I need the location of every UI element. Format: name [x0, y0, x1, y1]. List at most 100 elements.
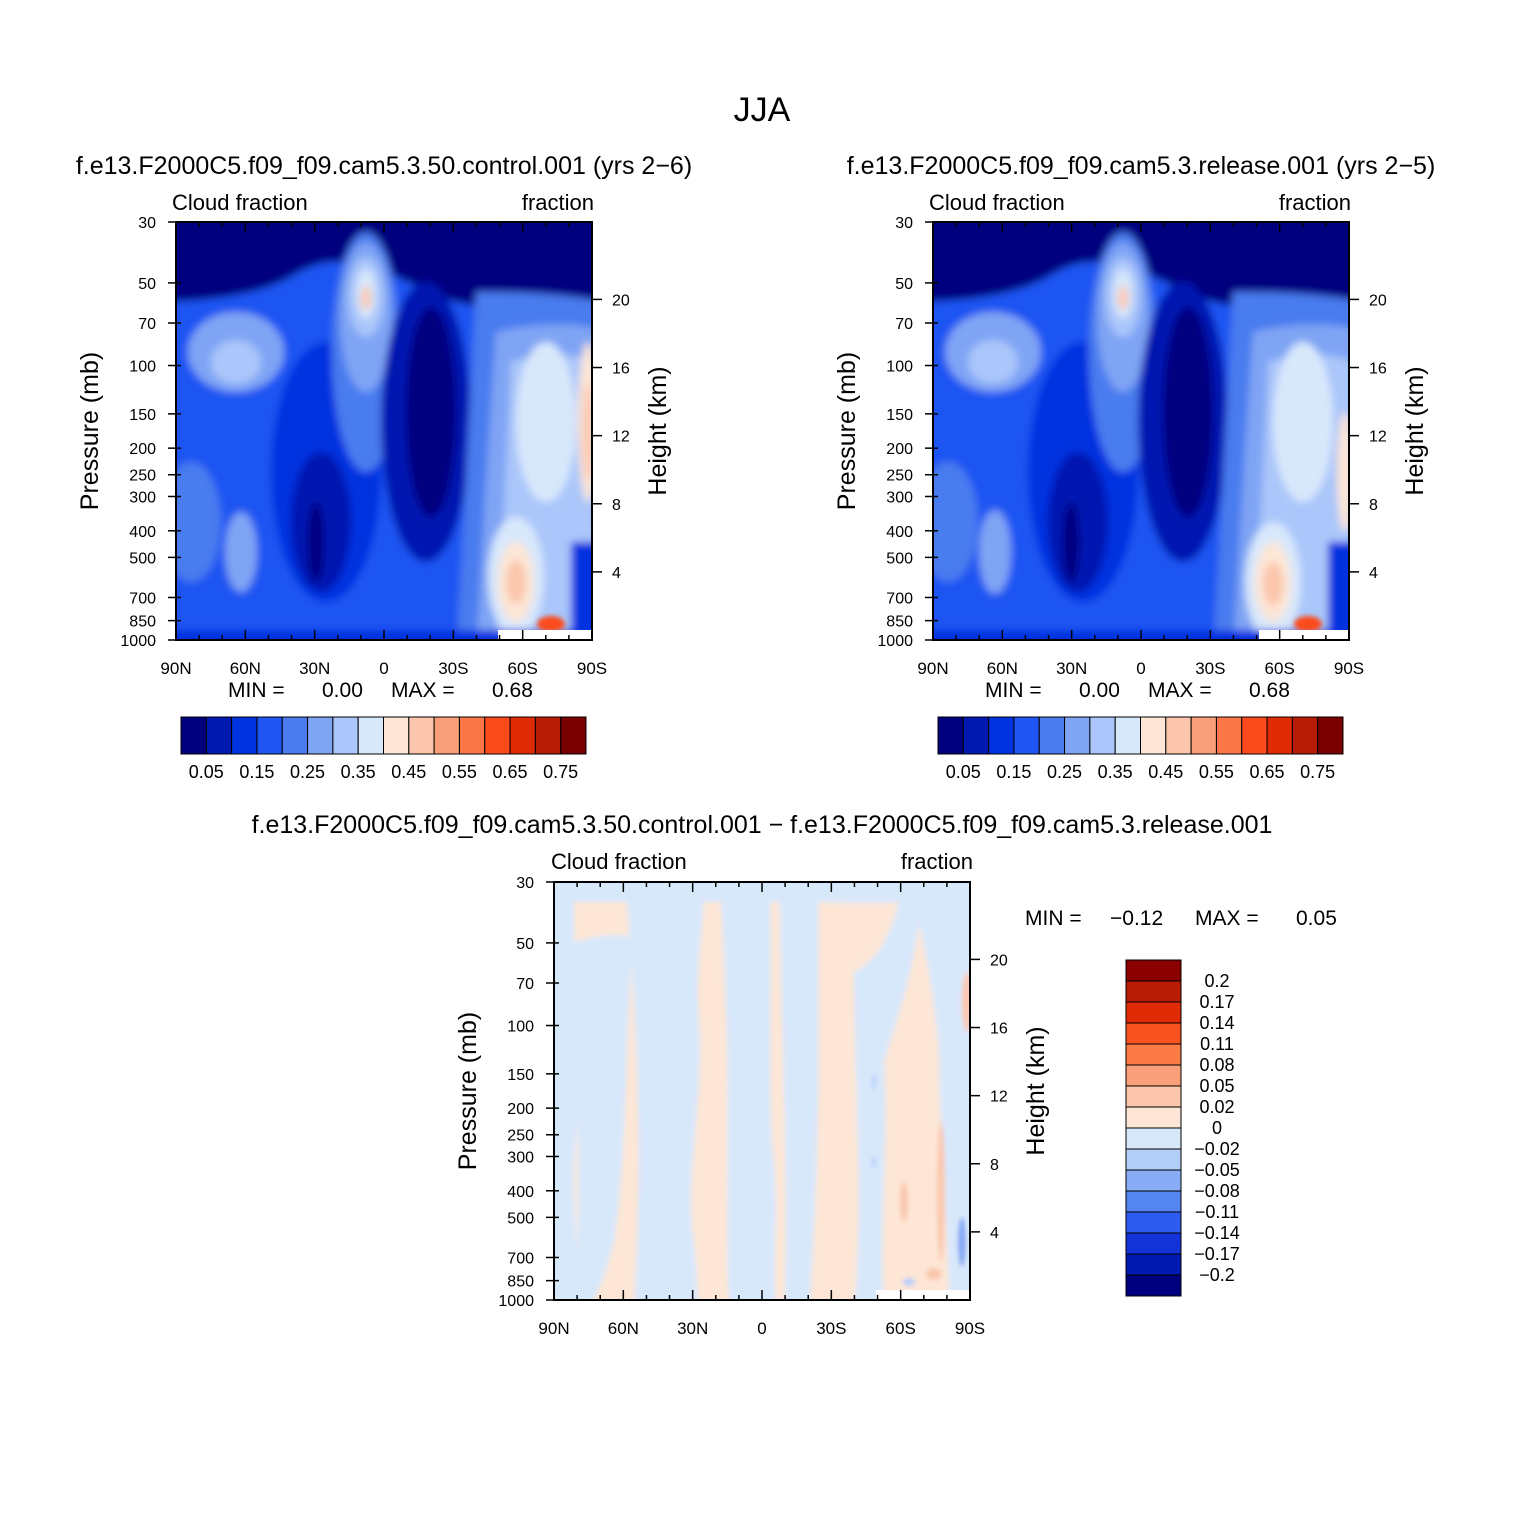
- colorbar-label: 0.65: [1250, 762, 1285, 782]
- colorbar-box: [433, 716, 460, 755]
- y2-tick-label: 8: [1369, 497, 1378, 514]
- y2-tick-label: 4: [612, 565, 621, 582]
- y-tick-label: 250: [886, 468, 913, 485]
- colorbar-label: 0.45: [391, 762, 426, 782]
- left-string: Cloud fraction: [172, 190, 308, 215]
- x-tick-label: 0: [1136, 659, 1145, 678]
- y-tick-label: 300: [886, 489, 913, 506]
- colorbar-label: 0.75: [543, 762, 578, 782]
- colorbar-box: [1125, 1127, 1182, 1150]
- x-tick-label: 90N: [160, 659, 191, 678]
- y-tick-label: 150: [129, 407, 156, 424]
- y-tick-label: 850: [129, 614, 156, 631]
- y-tick-label: 30: [516, 875, 534, 892]
- colorbar-box: [1064, 716, 1091, 755]
- colorbar-box: [1125, 1064, 1182, 1087]
- y-axis: 30 50 70 100 150 200 250 300 400 500 700 850 1000: [498, 875, 559, 1310]
- y-tick-label: 70: [138, 316, 156, 333]
- colorbar-label: 0.35: [1098, 762, 1133, 782]
- x-tick-label: 90S: [577, 659, 607, 678]
- y-tick-label: 50: [138, 276, 156, 293]
- panel-difference: f.e13.F2000C5.f09_f09.cam5.3.50.control.…: [252, 811, 1337, 1338]
- colorbar-label: 0: [1212, 1118, 1222, 1138]
- left-string: Cloud fraction: [929, 190, 1065, 215]
- colorbar-box: [1013, 716, 1040, 755]
- y-tick-label: 250: [507, 1128, 534, 1145]
- y-tick-label: 400: [886, 524, 913, 541]
- x-tick-label: 60N: [987, 659, 1018, 678]
- colorbar-label: −0.14: [1194, 1223, 1240, 1243]
- y-tick-label: 1000: [120, 633, 156, 650]
- x-tick-label: 90S: [955, 1319, 985, 1338]
- colorbar-label: 0.05: [189, 762, 224, 782]
- x-tick-label: 60N: [230, 659, 261, 678]
- colorbar-box: [937, 716, 964, 755]
- max-value: 0.68: [1249, 679, 1290, 702]
- colorbar-label: −0.08: [1194, 1181, 1240, 1201]
- colorbar-box: [1125, 1274, 1182, 1297]
- figure-title: JJA: [734, 91, 791, 129]
- x-tick-label: 60S: [1265, 659, 1295, 678]
- y2-tick-label: 16: [612, 361, 630, 378]
- y2-axis-label: Height (km): [1022, 1026, 1050, 1155]
- colorbar-box: [307, 716, 334, 755]
- y-tick-label: 30: [895, 215, 913, 232]
- colorbar-box: [1125, 1253, 1182, 1276]
- y-tick-label: 700: [507, 1250, 534, 1267]
- y2-axis-label: Height (km): [644, 366, 672, 495]
- colorbar: 0.05 0.15 0.25 0.35 0.45 0.55 0.65 0.75: [937, 716, 1344, 782]
- colorbar-box: [1190, 716, 1217, 755]
- colorbar-box: [1125, 1211, 1182, 1234]
- min-value: 0.00: [1079, 679, 1120, 702]
- x-tick-label: 60N: [608, 1319, 639, 1338]
- x-tick-label: 30N: [299, 659, 330, 678]
- colorbar-box: [1038, 716, 1066, 755]
- x-axis: 90N 60N 30N 0 30S 60S 90S: [160, 222, 607, 678]
- colorbar-box: [256, 716, 283, 755]
- min-label: MIN =: [985, 679, 1042, 702]
- contour-field: [554, 882, 970, 1300]
- colorbar-box: [205, 716, 233, 755]
- y2-tick-label: 16: [990, 1021, 1008, 1038]
- y2-axis: 20 16 12 8 4: [1349, 292, 1387, 582]
- y-tick-label: 1000: [498, 1293, 534, 1310]
- y-tick-label: 200: [129, 441, 156, 458]
- y-tick-label: 70: [516, 976, 534, 993]
- colorbar-box: [1241, 716, 1268, 755]
- colorbar-label: 0.14: [1199, 1013, 1234, 1033]
- x-tick-label: 30S: [1195, 659, 1225, 678]
- colorbar-label: 0.55: [442, 762, 477, 782]
- colorbar-label: −0.2: [1199, 1265, 1235, 1285]
- max-value: 0.05: [1296, 907, 1337, 930]
- colorbar-vertical: 0.20.170.140.110.080.050.020−0.02−0.05−0…: [1125, 959, 1240, 1297]
- right-string: fraction: [901, 849, 973, 874]
- y-tick-label: 700: [886, 590, 913, 607]
- min-value: 0.00: [322, 679, 363, 702]
- y-tick-label: 850: [886, 614, 913, 631]
- y2-tick-label: 8: [612, 497, 621, 514]
- colorbar-box: [1266, 716, 1293, 755]
- colorbar-label: 0.15: [239, 762, 274, 782]
- y-tick-label: 150: [507, 1067, 534, 1084]
- y-tick-label: 500: [886, 550, 913, 567]
- y-tick-label: 50: [516, 936, 534, 953]
- y-tick-label: 300: [129, 489, 156, 506]
- colorbar-label: 0.11: [1200, 1034, 1234, 1054]
- y2-tick-label: 20: [1369, 292, 1387, 309]
- colorbar-label: −0.02: [1194, 1139, 1240, 1159]
- x-axis: 90N 60N 30N 0 30S 60S 90S: [917, 222, 1364, 678]
- colorbar-box: [484, 716, 511, 755]
- y-tick-label: 300: [507, 1149, 534, 1166]
- colorbar-box: [1125, 1148, 1182, 1171]
- panel-release: f.e13.F2000C5.f09_f09.cam5.3.release.001…: [833, 152, 1435, 782]
- x-tick-label: 30N: [1056, 659, 1087, 678]
- y-axis: 30 50 70 100 150 200 250 300 400 500 700 850 1000: [120, 215, 181, 650]
- colorbar-box: [1140, 716, 1167, 755]
- x-tick-label: 90S: [1334, 659, 1364, 678]
- min-value: −0.12: [1110, 907, 1163, 930]
- x-axis: 90N 60N 30N 0 30S 60S 90S: [538, 882, 985, 1338]
- max-value: 0.68: [492, 679, 533, 702]
- panel-title: f.e13.F2000C5.f09_f09.cam5.3.release.001…: [847, 152, 1436, 180]
- y-tick-label: 30: [138, 215, 156, 232]
